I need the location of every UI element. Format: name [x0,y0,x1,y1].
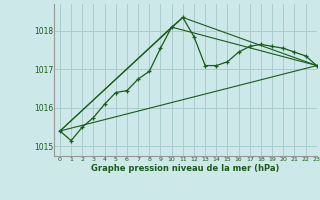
X-axis label: Graphe pression niveau de la mer (hPa): Graphe pression niveau de la mer (hPa) [92,164,280,173]
